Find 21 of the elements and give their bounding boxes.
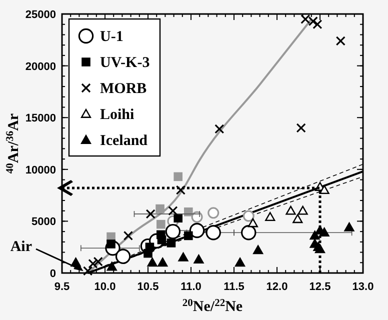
x-tick-label: 12.5	[309, 281, 331, 293]
x-tick-label: 11.0	[180, 281, 202, 293]
legend-label: U-1	[100, 29, 124, 45]
y-tick-label: 20000	[25, 60, 56, 73]
y-tick-label: 10000	[25, 164, 56, 176]
y-tick-label: 0	[50, 268, 56, 280]
legend-label: Loihi	[100, 107, 134, 123]
y-tick-label: 15000	[25, 112, 56, 125]
x-tick-label: 11.5	[224, 281, 244, 293]
y-tick-label: 5000	[32, 216, 56, 228]
annotation: Air	[10, 239, 32, 255]
legend-label: UV-K-3	[100, 55, 150, 71]
x-tick-label: 10.0	[94, 281, 116, 293]
y-tick-label: 25000	[25, 9, 56, 21]
x-tick-label: 12.0	[266, 281, 288, 293]
legend-label: Iceland	[100, 133, 148, 149]
x-tick-label: 9.5	[54, 281, 70, 293]
x-tick-label: 13.0	[352, 281, 374, 293]
x-tick-label: 10.5	[137, 281, 159, 293]
legend-label: MORB	[100, 81, 147, 97]
x-axis-title: $^{20}$Ne/$^{22}$Ne	[182, 298, 243, 315]
